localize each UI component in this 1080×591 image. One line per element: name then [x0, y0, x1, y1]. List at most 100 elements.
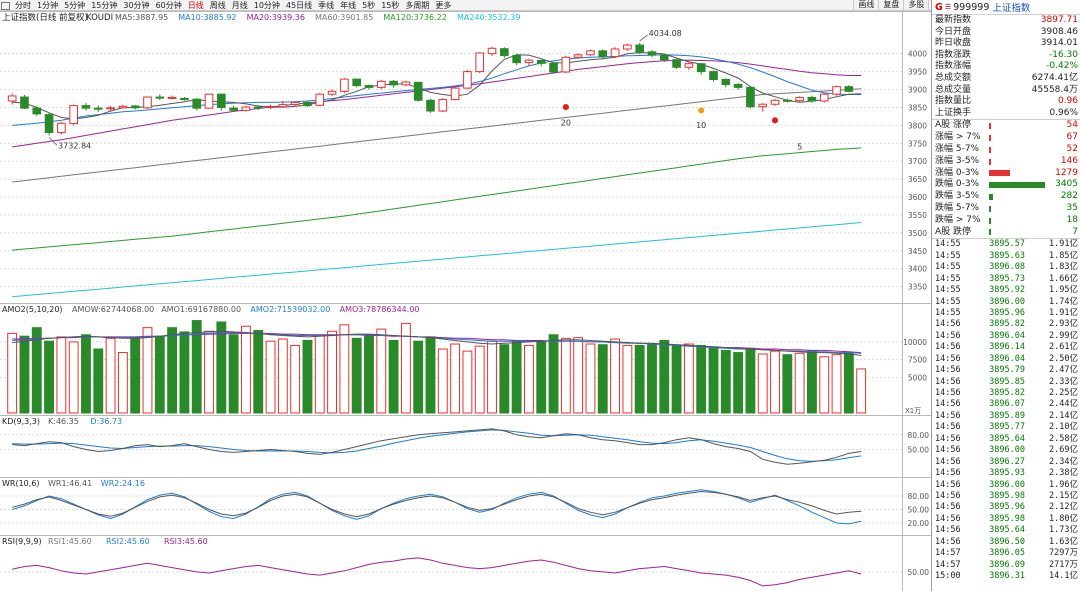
tool-button-2[interactable]: 多股 [903, 0, 928, 11]
stat-label: 指数涨跌 [935, 49, 972, 60]
candle-body [340, 78, 349, 92]
volume-bar [228, 334, 239, 414]
volume-bar [437, 348, 448, 414]
breadth-bar [989, 205, 991, 212]
volume-bar [573, 337, 584, 414]
volume-bar [130, 337, 141, 414]
period-tab-10[interactable]: 45日线 [285, 1, 313, 10]
period-tab-13[interactable]: 5秒 [362, 1, 376, 10]
volume-bar [474, 345, 485, 414]
stat-label: 总成交额 [935, 72, 972, 83]
volume-bar [794, 352, 805, 414]
tick-row: 14:56 3895.98 1.80亿 [932, 514, 1080, 525]
legend-wr2: WR2:24.16 [101, 479, 145, 488]
stat-label: 上证换手 [935, 107, 972, 118]
volume-bar [277, 338, 288, 414]
period-tab-5[interactable]: 60分钟 [155, 1, 182, 10]
candle-body [807, 96, 817, 102]
breadth-row: 涨幅 5-7% 52 [932, 144, 1080, 156]
group-label[interactable]: G [935, 1, 943, 13]
tick-volume: 2.34亿 [1049, 456, 1078, 467]
tick-volume: 2.25亿 [1049, 388, 1078, 398]
tick-time: 14:56 [935, 525, 961, 536]
tick-price: 3895.85 [989, 376, 1025, 387]
candle-body [315, 93, 325, 106]
stat-row: 指数涨跌 -16.30 [932, 50, 1080, 62]
tick-time: 14:56 [935, 330, 961, 341]
volume-bar [560, 337, 571, 414]
pane-title: WR(10,6) [2, 479, 40, 488]
breadth-bar-track [989, 169, 1049, 177]
period-tab-9[interactable]: 10分钟 [253, 1, 280, 10]
period-tab-2[interactable]: 5分钟 [64, 1, 86, 10]
period-tab-1[interactable]: 1分钟 [37, 1, 59, 10]
candle-body [364, 85, 374, 88]
volume-bar [204, 330, 214, 414]
period-tab-14[interactable]: 15秒 [381, 1, 400, 10]
tick-volume: 1.74亿 [1049, 296, 1078, 307]
tick-price: 3896.04 [989, 353, 1025, 364]
period-tab-8[interactable]: 月线 [231, 1, 248, 10]
tick-time: 14:56 [935, 445, 961, 456]
tick-price: 3895.89 [989, 410, 1025, 421]
breadth-bar [989, 182, 1045, 189]
tick-price: 3895.98 [989, 490, 1025, 501]
candle-body [696, 63, 706, 73]
tool-button-1[interactable]: 复盘 [878, 0, 903, 11]
period-tab-3[interactable]: 15分钟 [91, 1, 118, 10]
period-tab-6[interactable]: 日线 [187, 1, 204, 10]
breadth-bar-track [989, 193, 1049, 201]
period-tab-11[interactable]: 季线 [318, 1, 335, 10]
tick-time: 14:56 [935, 365, 961, 376]
breadth-value: 7 [1072, 226, 1078, 237]
stock-charts[interactable]: 3350 3400 3450 3500 3550 3600 3650 3700 3750 3800… [0, 11, 931, 591]
period-tab-0[interactable]: 分时 [15, 1, 31, 10]
candle-body [229, 107, 238, 111]
period-tabs: 分时 1分钟 5分钟 15分钟 30分钟 60分钟 日线 周线 月线 10分钟 45日线 季线 年线 5秒… [0, 0, 454, 11]
period-tab-12[interactable]: 年线 [340, 1, 357, 10]
layout-icon[interactable] [1, 1, 10, 10]
candle-body [180, 97, 189, 100]
tick-price: 3895.63 [989, 250, 1025, 261]
y-tick-label: 5000 [908, 373, 927, 382]
tick-list[interactable]: 14:55 3895.57 1.91亿 14:55 3895.63 1.85亿 14:55 3… [932, 238, 1080, 582]
annotation-pointer [48, 137, 58, 146]
candle-body [143, 96, 152, 109]
tick-time: 14:56 [935, 319, 961, 330]
tick-time: 14:56 [935, 456, 961, 467]
tick-price: 3896.04 [989, 330, 1025, 341]
candle-body [795, 96, 804, 102]
chart-area[interactable]: 3350 3400 3450 3500 3550 3600 3650 3700 3750 3800… [0, 11, 931, 591]
tick-price: 3896.09 [989, 559, 1025, 570]
breadth-value: 1279 [1055, 167, 1078, 178]
volume-bar [216, 321, 227, 414]
tick-volume: 1.91亿 [1049, 239, 1078, 250]
candle-body [413, 81, 423, 101]
period-tab-16[interactable]: 更多 [435, 1, 452, 10]
tick-volume: 2.47亿 [1049, 365, 1078, 376]
stock-name: 上证指数 [992, 3, 1031, 14]
candle-body [647, 51, 657, 56]
tick-volume: 2.93亿 [1049, 319, 1078, 330]
volume-bar [154, 335, 165, 414]
legend-rsi2: RSI2:45.60 [106, 537, 150, 546]
period-tab-4[interactable]: 30分钟 [123, 1, 150, 10]
tick-time: 14:55 [935, 239, 961, 250]
tick-row: 14:56 3895.96 2.12亿 [932, 502, 1080, 513]
tick-time: 14:55 [935, 307, 961, 318]
candle-body [733, 84, 743, 88]
period-tab-7[interactable]: 周线 [209, 1, 226, 10]
line-ma10 [12, 54, 862, 126]
period-tab-15[interactable]: 多周期 [405, 1, 430, 10]
tick-time: 14:57 [935, 548, 961, 559]
volume-bar [622, 344, 633, 414]
volume-bar [524, 344, 534, 414]
tick-row: 14:56 3895.93 2.38亿 [932, 468, 1080, 479]
legend-amo1: AMO1:69167880.00 [161, 305, 241, 314]
breadth-bar [989, 158, 992, 165]
tool-button-0[interactable]: 画线 [853, 0, 878, 11]
breadth-label: 跌幅 3-5% [935, 191, 980, 202]
tick-volume: 2.15亿 [1049, 490, 1078, 501]
volume-bar [290, 344, 301, 414]
tick-volume: 1.73亿 [1049, 525, 1078, 536]
